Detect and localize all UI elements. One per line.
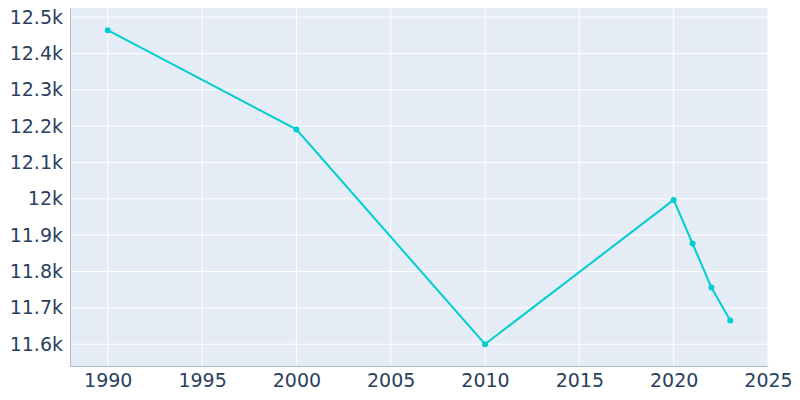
tick-label: 2020	[650, 369, 698, 391]
y-axis: 11.6k 11.7k 11.8k 11.9k 12k 12.1k 12.2k 12.3k 12…	[10, 6, 71, 367]
tick: 12.4k	[10, 42, 70, 64]
point	[482, 341, 488, 347]
tick-label: 12.1k	[10, 151, 63, 173]
tick: 2005	[367, 366, 415, 391]
tick-label: 1990	[84, 369, 132, 391]
chart: 1990199520002005201020152020202511.6k11.…	[0, 0, 800, 400]
tick: 1995	[178, 366, 226, 391]
tick: 12.1k	[10, 151, 70, 173]
grid-line-y	[70, 344, 768, 345]
grid-line-y	[70, 126, 768, 127]
tick: 12k	[28, 187, 70, 209]
grid-line-x	[485, 8, 486, 366]
tick-label: 12.4k	[10, 42, 63, 64]
tick-label: 12.3k	[10, 78, 63, 100]
axis-line	[71, 366, 769, 367]
grid-line-x	[390, 8, 391, 366]
tick: 12.5k	[10, 6, 70, 28]
tick: 2020	[650, 366, 698, 391]
tick: 12.2k	[10, 115, 70, 137]
tick-label: 11.8k	[10, 260, 63, 282]
grid-line-y	[70, 162, 768, 163]
tick: 2015	[556, 366, 604, 391]
axis-line	[70, 9, 71, 367]
grid	[70, 8, 768, 366]
grid-line-x	[107, 8, 108, 366]
tick-label: 2025	[744, 369, 792, 391]
grid-line-y	[70, 17, 768, 18]
grid-line-x	[296, 8, 297, 366]
point	[293, 126, 299, 132]
tick-label: 2005	[367, 369, 415, 391]
x-axis: 1990 1995 2000 2005 2010 2015 2020 2025	[71, 366, 793, 391]
tick: 11.7k	[10, 296, 70, 318]
plot-background	[70, 8, 768, 366]
grid-line-y	[70, 198, 768, 199]
point	[727, 318, 733, 324]
tick: 2025	[744, 366, 792, 391]
tick: 11.6k	[10, 333, 70, 355]
point	[105, 27, 111, 33]
tick-label: 2010	[461, 369, 509, 391]
tick-label: 1995	[178, 369, 226, 391]
grid-line-y	[70, 53, 768, 54]
tick: 12.3k	[10, 78, 70, 100]
grid-line-x	[673, 8, 674, 366]
tick-label: 2000	[273, 369, 321, 391]
tick: 1990	[84, 366, 132, 391]
grid-line-y	[70, 89, 768, 90]
grid-line-y	[70, 307, 768, 308]
grid-line-x	[579, 8, 580, 366]
tick-label: 12.2k	[10, 115, 63, 137]
tick-label: 12k	[28, 187, 63, 209]
grid-line-y	[70, 271, 768, 272]
grid-line-y	[70, 235, 768, 236]
tick-label: 2015	[556, 369, 604, 391]
tick: 2010	[461, 366, 509, 391]
grid-line-x	[202, 8, 203, 366]
tick-label: 11.7k	[10, 296, 63, 318]
tick: 11.9k	[10, 224, 70, 246]
tick-label: 12.5k	[10, 6, 63, 28]
point	[708, 284, 714, 290]
point	[690, 241, 696, 247]
tick: 11.8k	[10, 260, 70, 282]
tick-label: 11.9k	[10, 224, 63, 246]
point	[671, 197, 677, 203]
line	[108, 30, 731, 344]
tick: 2000	[273, 366, 321, 391]
grid-line-x	[768, 8, 769, 366]
tick-label: 11.6k	[10, 333, 63, 355]
plot-area	[105, 27, 734, 347]
